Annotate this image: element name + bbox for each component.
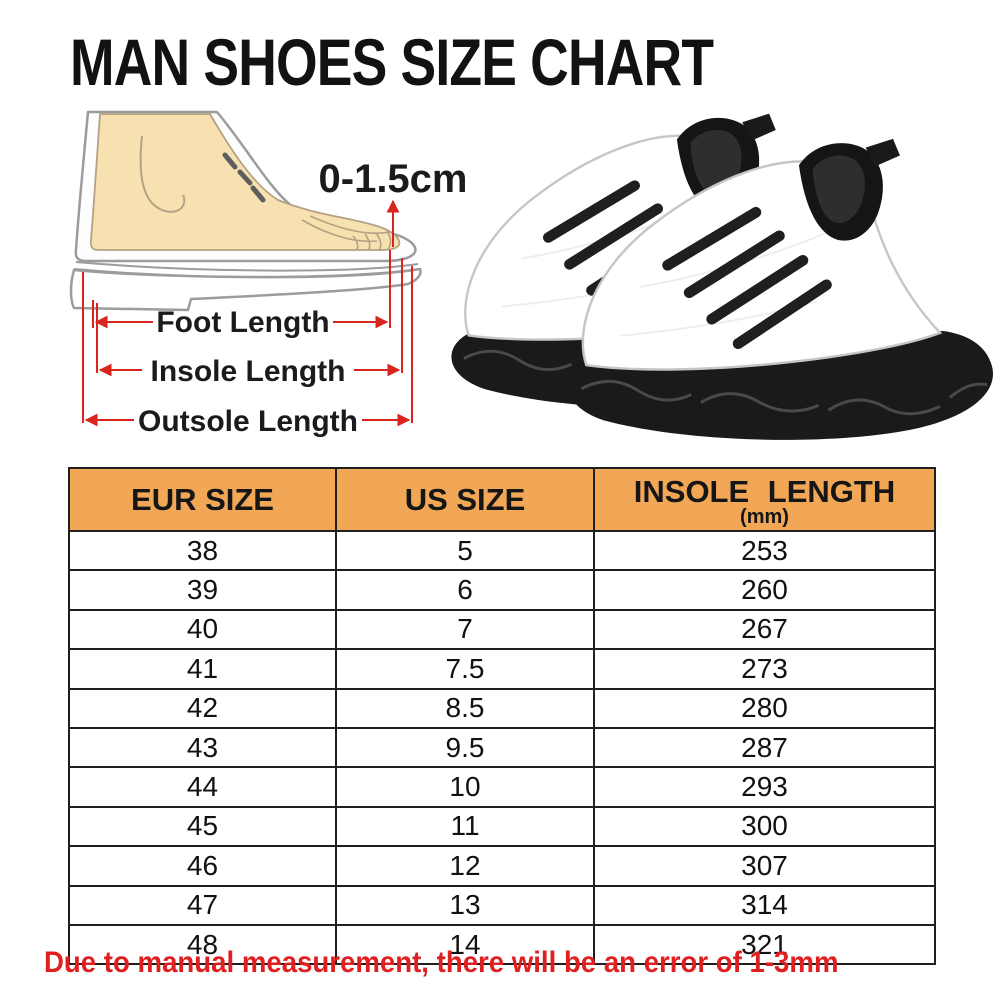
table-row: 39 6 260 [68, 569, 936, 611]
table-cell: 300 [593, 805, 936, 848]
table-row: 40 7 267 [68, 608, 936, 651]
table-cell: 47 [68, 884, 337, 926]
table-cell: 13 [335, 884, 595, 926]
table-cell: 273 [593, 648, 936, 690]
table-cell: 39 [68, 569, 337, 611]
header-insole-length-label: INSOLE LENGTH [633, 474, 896, 509]
outsole-length-label: Outsole Length [138, 405, 358, 438]
size-table: EUR SIZE US SIZE INSOLE LENGTH (mm) 38 5 2… [68, 467, 936, 966]
table-row: 42 8.5 280 [68, 687, 936, 729]
page-title: MAN SHOES SIZE CHART [70, 25, 714, 99]
table-cell: 44 [68, 766, 337, 808]
header-eur-size: EUR SIZE [68, 467, 337, 532]
table-cell: 45 [68, 805, 337, 848]
sneakers-photo [430, 100, 1000, 460]
header-insole-unit: (mm) [740, 506, 789, 528]
insole-length-label: Insole Length [151, 355, 346, 388]
table-cell: 42 [68, 687, 337, 729]
table-row: 38 5 253 [68, 529, 936, 572]
header-us-size: US SIZE [335, 467, 595, 532]
measurement-guide-lines [82, 250, 413, 423]
table-row: 43 9.5 287 [68, 726, 936, 769]
table-cell: 8.5 [335, 687, 595, 729]
size-table-body: 38 5 253 39 6 260 40 7 267 41 7.5 273 42 8.5 280 43 9.5 2… [68, 529, 936, 966]
foot-shape [89, 113, 401, 251]
table-cell: 7.5 [335, 648, 595, 690]
table-cell: 41 [68, 648, 337, 690]
table-cell: 6 [335, 569, 595, 611]
header-eur-size-label: EUR SIZE [131, 481, 274, 517]
table-cell: 321 [593, 923, 936, 966]
table-cell: 48 [68, 923, 337, 966]
table-cell: 280 [593, 687, 936, 729]
table-cell: 40 [68, 608, 337, 651]
toe-lines [301, 215, 392, 251]
foot-length-label: Foot Length [156, 306, 329, 339]
measurement-error-note: Due to manual measurement, there will be… [44, 946, 839, 979]
table-cell: 9.5 [335, 726, 595, 769]
table-cell: 293 [593, 766, 936, 808]
table-cell: 46 [68, 845, 337, 887]
table-row: 48 14 321 [68, 923, 936, 966]
toe-gap-label: 0-1.5cm [319, 157, 468, 201]
table-row: 47 13 314 [68, 884, 936, 926]
table-row: 44 10 293 [68, 766, 936, 808]
table-cell: 11 [335, 805, 595, 848]
table-cell: 253 [593, 529, 936, 572]
table-cell: 314 [593, 884, 936, 926]
table-cell: 267 [593, 608, 936, 651]
table-row: 41 7.5 273 [68, 648, 936, 690]
table-cell: 307 [593, 845, 936, 887]
ankle-curve-line [139, 135, 186, 213]
table-cell: 5 [335, 529, 595, 572]
table-header-row: EUR SIZE US SIZE INSOLE LENGTH (mm) [68, 467, 936, 532]
table-cell: 14 [335, 923, 595, 966]
header-us-size-label: US SIZE [404, 481, 526, 517]
table-cell: 7 [335, 608, 595, 651]
table-row: 46 12 307 [68, 845, 936, 887]
table-cell: 260 [593, 569, 936, 611]
foot-measurement-diagram: 0-1.5cm Foot Length Insole Length Outsol… [69, 110, 468, 438]
table-cell: 38 [68, 529, 337, 572]
table-row: 45 11 300 [68, 805, 936, 848]
table-cell: 12 [335, 845, 595, 887]
table-cell: 10 [335, 766, 595, 808]
table-cell: 43 [68, 726, 337, 769]
lace-marks [222, 152, 266, 203]
header-insole-length: INSOLE LENGTH (mm) [593, 467, 936, 532]
table-cell: 287 [593, 726, 936, 769]
